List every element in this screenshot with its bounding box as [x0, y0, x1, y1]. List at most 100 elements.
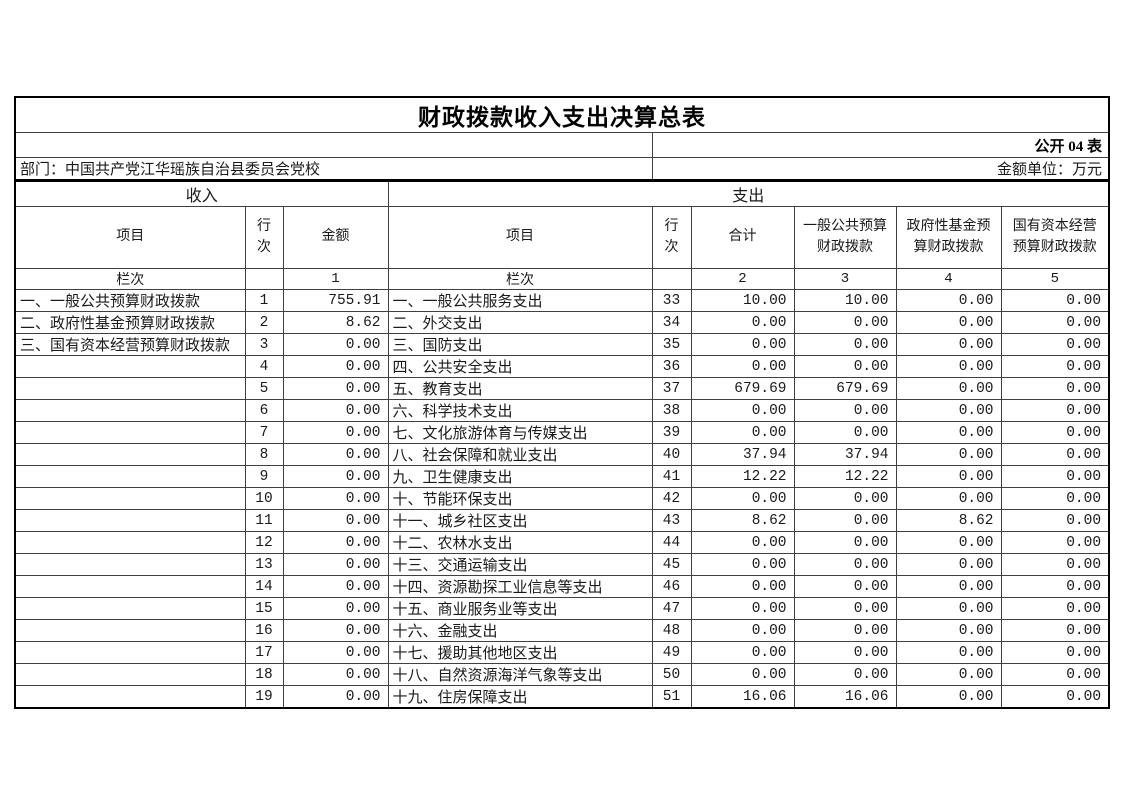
- expense-total-cell: 12.22: [690, 465, 795, 488]
- column-index-1: 1: [282, 268, 389, 290]
- expense-general-budget-cell: 0.00: [793, 311, 897, 334]
- expense-line-no-cell: 43: [651, 509, 692, 532]
- expense-total-cell: 0.00: [690, 575, 795, 598]
- expense-item-cell: 十二、农林水支出: [387, 531, 653, 554]
- expense-general-budget-cell: 0.00: [793, 509, 897, 532]
- table-row: 8 0.00 八、社会保障和就业支出 40 37.94 37.94 0.00 0.00: [14, 443, 1110, 466]
- column-index-3: 3: [793, 268, 897, 290]
- expense-line-no-cell: 48: [651, 619, 692, 642]
- income-item-cell: [14, 399, 246, 422]
- income-line-no-cell: 11: [244, 509, 284, 532]
- income-item-cell: [14, 531, 246, 554]
- column-header-row: 项目 行次 金额 项目 行次 合计 一般公共预算财政拨款 政府性基金预算财政拨款…: [14, 206, 1110, 269]
- expense-govt-fund-cell: 0.00: [895, 443, 1002, 466]
- expense-state-capital-cell: 0.00: [1000, 355, 1110, 378]
- income-line-no-cell: 4: [244, 355, 284, 378]
- income-line-no-cell: 7: [244, 421, 284, 444]
- income-line-no-cell: 10: [244, 487, 284, 510]
- table-row: 15 0.00 十五、商业服务业等支出 47 0.00 0.00 0.00 0.00: [14, 597, 1110, 620]
- lanci-spacer: [651, 268, 692, 290]
- income-amount-cell: 0.00: [282, 641, 389, 664]
- income-amount-cell: 0.00: [282, 465, 389, 488]
- expense-state-capital-cell: 0.00: [1000, 333, 1110, 356]
- expense-total-cell: 0.00: [690, 421, 795, 444]
- expense-item-cell: 十七、援助其他地区支出: [387, 641, 653, 664]
- expense-line-no-cell: 45: [651, 553, 692, 576]
- table-row: 9 0.00 九、卫生健康支出 41 12.22 12.22 0.00 0.00: [14, 465, 1110, 488]
- expense-line-no-cell: 37: [651, 377, 692, 400]
- table-row: 12 0.00 十二、农林水支出 44 0.00 0.00 0.00 0.00: [14, 531, 1110, 554]
- income-item-cell: [14, 597, 246, 620]
- expense-state-capital-cell: 0.00: [1000, 641, 1110, 664]
- table-row: 13 0.00 十三、交通运输支出 45 0.00 0.00 0.00 0.00: [14, 553, 1110, 576]
- expense-line-no-cell: 44: [651, 531, 692, 554]
- expense-general-budget-cell: 0.00: [793, 421, 897, 444]
- expense-line-no-cell: 38: [651, 399, 692, 422]
- table-row: 二、政府性基金预算财政拨款 2 8.62 二、外交支出 34 0.00 0.00 0.00 0.…: [14, 311, 1110, 334]
- expense-total-cell: 10.00: [690, 289, 795, 312]
- table-row: 11 0.00 十一、城乡社区支出 43 8.62 0.00 8.62 0.00: [14, 509, 1110, 532]
- income-item-cell: [14, 685, 246, 709]
- income-amount-cell: 0.00: [282, 443, 389, 466]
- expense-item-cell: 三、国防支出: [387, 333, 653, 356]
- expense-govt-fund-cell: 0.00: [895, 553, 1002, 576]
- expense-line-no-cell: 34: [651, 311, 692, 334]
- income-line-no-cell: 8: [244, 443, 284, 466]
- expense-item-cell: 一、一般公共服务支出: [387, 289, 653, 312]
- expense-item-cell: 十五、商业服务业等支出: [387, 597, 653, 620]
- expense-state-capital-cell: 0.00: [1000, 465, 1110, 488]
- income-item-cell: [14, 355, 246, 378]
- income-item-cell: [14, 443, 246, 466]
- expense-govt-fund-cell: 0.00: [895, 465, 1002, 488]
- income-line-no-cell: 2: [244, 311, 284, 334]
- income-amount-cell: 0.00: [282, 377, 389, 400]
- income-line-no-cell: 9: [244, 465, 284, 488]
- income-amount-cell: 8.62: [282, 311, 389, 334]
- table-row: 10 0.00 十、节能环保支出 42 0.00 0.00 0.00 0.00: [14, 487, 1110, 510]
- income-line-no-cell: 5: [244, 377, 284, 400]
- income-amount-cell: 0.00: [282, 399, 389, 422]
- table-body: 一、一般公共预算财政拨款 1 755.91 一、一般公共服务支出 33 10.00 10.0…: [14, 289, 1110, 709]
- unit-label: 金额单位：万元: [651, 157, 1110, 182]
- income-line-no-cell: 12: [244, 531, 284, 554]
- expense-lanci-label: 栏次: [387, 268, 653, 290]
- department-row: 部门：中国共产党江华瑶族自治县委员会党校 金额单位：万元: [14, 157, 1110, 182]
- section-header-row: 收入 支出: [14, 180, 1110, 207]
- expense-general-budget-cell: 12.22: [793, 465, 897, 488]
- income-amount-cell: 0.00: [282, 421, 389, 444]
- income-amount-header: 金额: [282, 206, 389, 269]
- expense-total-cell: 0.00: [690, 553, 795, 576]
- expense-govt-fund-cell: 0.00: [895, 377, 1002, 400]
- income-amount-cell: 0.00: [282, 531, 389, 554]
- expense-item-cell: 十八、自然资源海洋气象等支出: [387, 663, 653, 686]
- expense-item-cell: 十一、城乡社区支出: [387, 509, 653, 532]
- expense-govt-fund-cell: 0.00: [895, 685, 1002, 709]
- expense-state-capital-cell: 0.00: [1000, 553, 1110, 576]
- expense-total-cell: 0.00: [690, 355, 795, 378]
- income-item-cell: [14, 377, 246, 400]
- expense-item-cell: 八、社会保障和就业支出: [387, 443, 653, 466]
- income-line-no-cell: 15: [244, 597, 284, 620]
- expense-govt-fund-cell: 0.00: [895, 487, 1002, 510]
- expense-govt-fund-cell: 0.00: [895, 575, 1002, 598]
- expense-govt-fund-cell: 0.00: [895, 531, 1002, 554]
- income-item-cell: [14, 421, 246, 444]
- income-amount-cell: 0.00: [282, 685, 389, 709]
- expense-govt-fund-cell: 8.62: [895, 509, 1002, 532]
- income-item-cell: [14, 487, 246, 510]
- table-row: 18 0.00 十八、自然资源海洋气象等支出 50 0.00 0.00 0.00 0.00: [14, 663, 1110, 686]
- column-index-5: 5: [1000, 268, 1110, 290]
- expense-general-budget-cell: 0.00: [793, 531, 897, 554]
- expense-general-budget-cell: 0.00: [793, 641, 897, 664]
- fiscal-appropriation-table: 财政拨款收入支出决算总表 公开 04 表 部门：中国共产党江华瑶族自治县委员会党…: [14, 96, 1111, 709]
- expense-govt-fund-cell: 0.00: [895, 597, 1002, 620]
- income-line-no-cell: 17: [244, 641, 284, 664]
- expense-state-capital-cell: 0.00: [1000, 487, 1110, 510]
- department-label: 部门：中国共产党江华瑶族自治县委员会党校: [14, 157, 653, 182]
- expense-general-budget-cell: 0.00: [793, 333, 897, 356]
- expense-item-cell: 十四、资源勘探工业信息等支出: [387, 575, 653, 598]
- expense-line-no-cell: 49: [651, 641, 692, 664]
- expense-total-cell: 0.00: [690, 311, 795, 334]
- expense-total-cell: 679.69: [690, 377, 795, 400]
